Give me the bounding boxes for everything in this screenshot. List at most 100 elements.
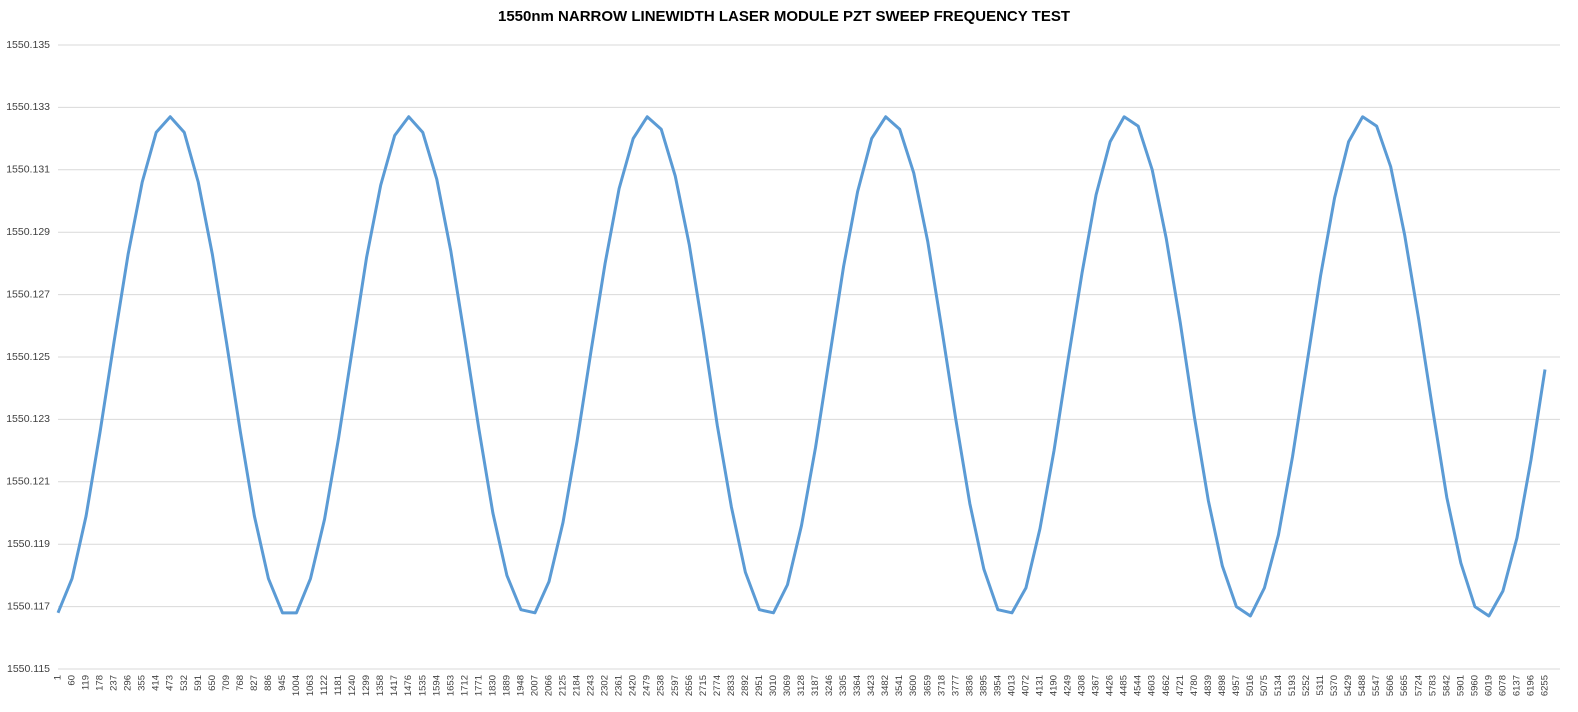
- x-tick-label: 5783: [1427, 675, 1438, 696]
- x-tick-label: 4544: [1133, 675, 1144, 696]
- line-series: [56, 115, 1547, 618]
- y-tick-label: 1550.125: [6, 351, 50, 363]
- x-tick-label: 5134: [1273, 675, 1284, 696]
- x-tick-label: 886: [263, 675, 274, 691]
- x-tick-label: 3836: [964, 675, 975, 696]
- x-tick-label: 1004: [291, 675, 302, 696]
- x-tick-label: 532: [179, 675, 190, 691]
- x-tick-label: 2420: [628, 675, 639, 696]
- x-tick-label: 4013: [1006, 675, 1017, 696]
- x-tick-label: 3305: [838, 675, 849, 696]
- x-tick-label: 2302: [600, 675, 611, 696]
- x-tick-label: 5370: [1329, 675, 1340, 696]
- x-tick-label: 3718: [936, 675, 947, 696]
- x-tick-label: 60: [67, 675, 78, 686]
- x-tick-label: 650: [207, 675, 218, 691]
- x-tick-label: 2951: [754, 675, 765, 696]
- x-tick-label: 2479: [642, 675, 653, 696]
- x-tick-label: 4721: [1175, 675, 1186, 696]
- x-tick-label: 4308: [1077, 675, 1088, 696]
- x-tick-label: 2774: [712, 675, 723, 696]
- x-tick-label: 3364: [852, 675, 863, 696]
- y-tick-label: 1550.131: [6, 164, 50, 176]
- x-tick-label: 1771: [473, 675, 484, 696]
- x-tick-label: 1712: [459, 675, 470, 696]
- x-tick-label: 2007: [529, 675, 540, 696]
- x-tick-label: 5252: [1301, 675, 1312, 696]
- x-tick-label: 5842: [1441, 675, 1452, 696]
- x-tick-label: 3954: [992, 675, 1003, 696]
- x-tick-label: 3600: [908, 675, 919, 696]
- x-tick-label: 4485: [1119, 675, 1130, 696]
- x-tick-label: 4249: [1063, 675, 1074, 696]
- x-tick-label: 1063: [305, 675, 316, 696]
- x-tick-label: 4780: [1189, 675, 1200, 696]
- x-tick-label: 3482: [880, 675, 891, 696]
- chart-title: 1550nm NARROW LINEWIDTH LASER MODULE PZT…: [498, 8, 1070, 25]
- x-tick-label: 1594: [431, 675, 442, 696]
- x-tick-label: 945: [277, 675, 288, 691]
- x-tick-label: 5547: [1371, 675, 1382, 696]
- x-tick-label: 1535: [417, 675, 428, 696]
- x-tick-label: 1889: [501, 675, 512, 696]
- x-tick-label: 1830: [487, 675, 498, 696]
- x-tick-label: 1653: [445, 675, 456, 696]
- x-tick-label: 237: [109, 675, 120, 691]
- x-tick-label: 4367: [1091, 675, 1102, 696]
- x-tick-label: 4898: [1217, 675, 1228, 696]
- x-tick-label: 2656: [684, 675, 695, 696]
- x-tick-label: 5665: [1399, 675, 1410, 696]
- x-tick-label: 4957: [1231, 675, 1242, 696]
- y-tick-label: 1550.117: [7, 600, 50, 612]
- x-tick-label: 709: [221, 675, 232, 691]
- x-tick-label: 5075: [1259, 675, 1270, 696]
- x-tick-label: 4131: [1034, 675, 1045, 696]
- x-tick-label: 3423: [866, 675, 877, 696]
- x-tick-label: 296: [123, 675, 134, 691]
- y-tick-label: 1550.135: [6, 39, 50, 51]
- x-tick-label: 1358: [375, 675, 386, 696]
- x-tick-label: 4426: [1105, 675, 1116, 696]
- x-tick-label: 5960: [1469, 675, 1480, 696]
- x-tick-label: 1122: [319, 675, 330, 695]
- x-tick-label: 4190: [1049, 675, 1060, 696]
- x-tick-label: 768: [235, 675, 246, 691]
- x-tick-label: 1240: [347, 675, 358, 696]
- x-tick-label: 6255: [1540, 675, 1551, 696]
- x-tick-label: 2066: [544, 675, 555, 696]
- x-tick-label: 4839: [1203, 675, 1214, 696]
- x-tick-label: 2892: [740, 675, 751, 696]
- x-tick-label: 3659: [922, 675, 933, 696]
- x-tick-label: 827: [249, 675, 260, 691]
- x-tick-label: 5311: [1315, 675, 1326, 695]
- x-tick-label: 2361: [614, 675, 625, 696]
- x-tick-label: 2715: [698, 675, 709, 696]
- y-tick-label: 1550.119: [7, 538, 50, 550]
- y-tick-label: 1550.129: [6, 226, 50, 238]
- x-tick-label: 473: [165, 675, 176, 691]
- x-tick-label: 1299: [361, 675, 372, 696]
- x-tick-label: 591: [193, 675, 204, 691]
- x-tick-label: 3187: [810, 675, 821, 696]
- x-tick-label: 3777: [950, 675, 961, 696]
- x-tick-label: 4072: [1020, 675, 1031, 696]
- x-tick-label: 2125: [558, 675, 569, 696]
- x-tick-label: 3128: [796, 675, 807, 696]
- x-tick-label: 5488: [1357, 675, 1368, 696]
- x-tick-label: 5429: [1343, 675, 1354, 696]
- x-tick-label: 1948: [515, 675, 526, 696]
- x-tick-label: 414: [151, 675, 162, 691]
- x-tick-label: 3541: [894, 675, 905, 696]
- x-tick-label: 6196: [1525, 675, 1536, 696]
- x-tick-label: 4662: [1161, 675, 1172, 696]
- x-tick-label: 3069: [782, 675, 793, 696]
- x-tick-label: 5724: [1413, 675, 1424, 696]
- y-tick-label: 1550.133: [6, 101, 50, 113]
- x-tick-label: 1476: [403, 675, 414, 696]
- x-tick-label: 4603: [1147, 675, 1158, 696]
- x-tick-label: 6078: [1497, 675, 1508, 696]
- y-tick-label: 1550.127: [6, 288, 50, 300]
- x-tick-label: 3010: [768, 675, 779, 696]
- x-tick-label: 3895: [978, 675, 989, 696]
- x-tick-label: 178: [95, 675, 106, 691]
